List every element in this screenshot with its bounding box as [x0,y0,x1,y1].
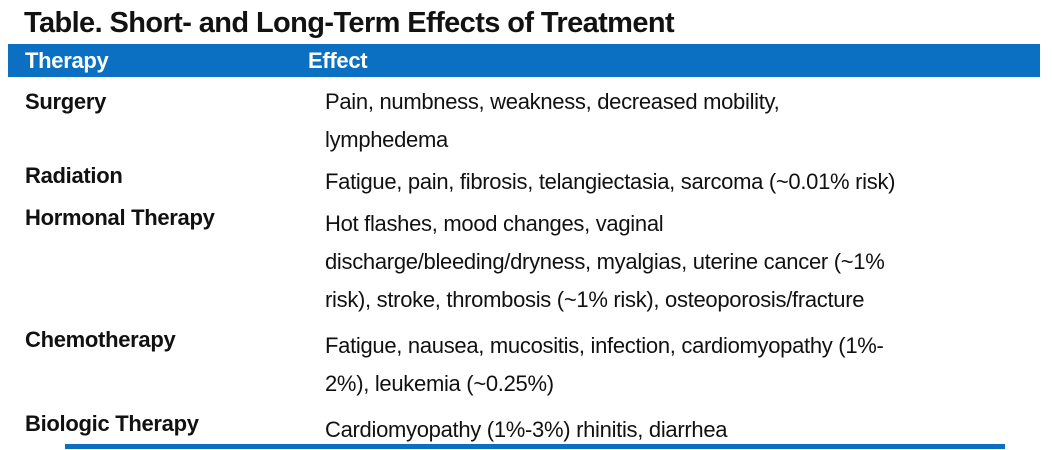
table-header-row: Therapy Effect [8,44,1040,77]
therapy-cell: Radiation [25,163,123,188]
therapy-cell: Chemotherapy [25,327,176,352]
effect-cell: Cardiomyopathy (1%-3%) rhinitis, diarrhe… [325,417,728,442]
table-row-surgery: Surgery Pain, numbness, weakness, decrea… [8,77,1044,155]
effect-cell: Pain, numbness, weakness, decreased mobi… [325,89,780,152]
effect-cell: Fatigue, pain, fibrosis, telangiectasia,… [325,169,896,194]
effect-cell: Fatigue, nausea, mucositis, infection, c… [325,333,884,396]
column-header-effect: Effect [308,47,368,73]
effect-cell: Hot flashes, mood changes, vaginal disch… [325,211,885,312]
table-row-chemotherapy: Chemotherapy Fatigue, nausea, mucositis,… [8,319,1044,403]
therapy-cell: Biologic Therapy [25,411,199,436]
table-row-biologic-therapy: Biologic Therapy Cardiomyopathy (1%-3%) … [8,403,1044,443]
table-body: Surgery Pain, numbness, weakness, decrea… [8,77,1044,443]
table-bottom-border [65,444,1005,449]
table-row-radiation: Radiation Fatigue, pain, fibrosis, telan… [8,155,1044,197]
therapy-cell: Hormonal Therapy [25,205,215,230]
therapy-cell: Surgery [25,89,107,114]
column-header-therapy: Therapy [25,47,109,73]
table-title: Table. Short- and Long-Term Effects of T… [24,7,675,39]
table-row-hormonal-therapy: Hormonal Therapy Hot flashes, mood chang… [8,197,1044,319]
